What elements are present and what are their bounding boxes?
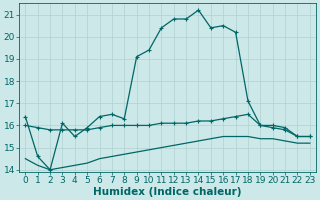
X-axis label: Humidex (Indice chaleur): Humidex (Indice chaleur) xyxy=(93,187,242,197)
